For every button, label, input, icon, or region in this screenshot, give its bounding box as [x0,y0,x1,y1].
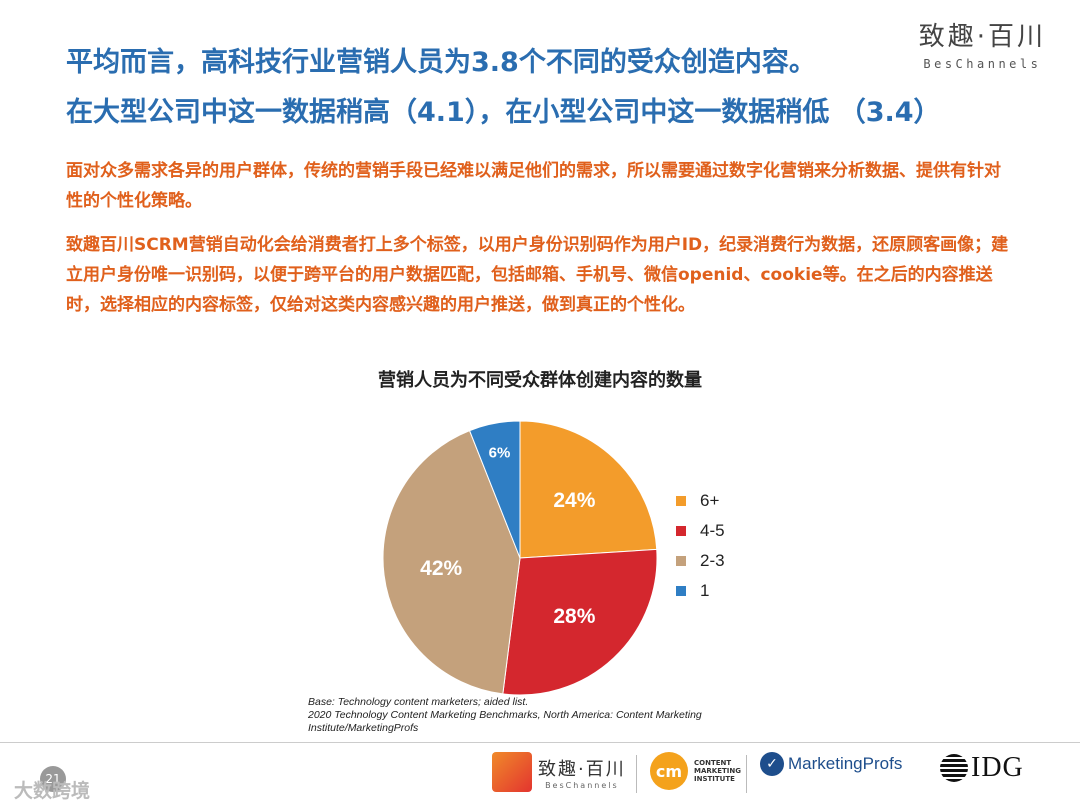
legend-swatch [676,526,686,536]
title-line-1: 平均而言，高科技行业营销人员为3.8个不同的受众创造内容。 [66,47,816,78]
cmi-mark-icon: cm [650,752,688,790]
source-line-1: Base: Technology content marketers; aide… [308,696,529,708]
pie-chart: 24% 28% 42% 6% [382,420,658,696]
title-line-2: 在大型公司中这一数据稍高（4.1），在小型公司中这一数据稍低 （3.4） [66,97,941,128]
beschannels-logo: 致趣·百川 BesChannels [492,752,626,792]
cmi-text-1: CONTENT [694,759,732,767]
paragraph-2: 致趣百川SCRM营销自动化会给消费者打上多个标签，以用户身份识别码作为用户ID，… [66,235,1009,315]
pie-label-6+: 24% [553,489,595,512]
cmi-text-3: INSTITUTE [694,775,735,783]
brand-logo-en: BesChannels [923,57,1042,71]
marketingprofs-logo: ✓ MarketingProfs [760,752,902,776]
page-number: 21 [40,766,66,792]
legend-item-6+: 6+ [676,486,725,516]
footer-separator [746,755,747,793]
marketingprofs-mark-icon: ✓ [760,752,784,776]
pie-label-2-3: 42% [420,557,462,580]
pie-label-1: 6% [489,444,511,461]
legend-swatch [676,586,686,596]
footer-logo-en: BesChannels [545,780,619,790]
idg-globe-icon [940,754,968,782]
idg-text: IDG [971,752,1024,783]
brand-logo-top: 致趣·百川 BesChannels [919,16,1046,71]
legend-label: 1 [700,581,710,600]
source-line-3: Institute/MarketingProfs [308,722,419,734]
corner-watermark: 大数跨境 [14,780,91,802]
pie-slice-4-5 [502,548,658,696]
chart-legend: 6+ 4-5 2-3 1 [676,486,725,606]
legend-swatch [676,496,686,506]
legend-swatch [676,556,686,566]
pie-slice-1 [468,420,521,559]
cmi-logo: cm CONTENT MARKETING INSTITUTE [650,752,741,790]
footer-separator [636,755,637,793]
footer-divider [0,742,1080,743]
legend-item-2-3: 2-3 [676,546,725,576]
legend-label: 2-3 [700,551,725,570]
legend-item-4-5: 4-5 [676,516,725,546]
legend-item-1: 1 [676,576,725,606]
legend-label: 4-5 [700,521,725,540]
source-note: Base: Technology content marketers; aide… [308,696,702,735]
footer-logo-cn: 致趣·百川 [538,758,626,780]
idg-logo: IDG [940,752,1024,784]
pie-slice-2-3 [382,429,521,695]
legend-label: 6+ [700,491,720,510]
marketingprofs-text: MarketingProfs [788,754,903,773]
paragraph-1: 面对众多需求各异的用户群体，传统的营销手段已经难以满足他们的需求，所以需要通过数… [66,161,1001,211]
cmi-text-2: MARKETING [694,767,741,775]
page-title: 平均而言，高科技行业营销人员为3.8个不同的受众创造内容。 在大型公司中这一数据… [66,38,966,138]
pie-label-4-5: 28% [553,605,595,628]
source-line-2: 2020 Technology Content Marketing Benchm… [308,709,702,721]
chart-title: 营销人员为不同受众群体创建内容的数量 [378,370,702,391]
brand-logo-cn: 致趣·百川 [918,22,1046,52]
beschannels-mark-icon [492,752,532,792]
pie-slice-6+ [519,420,658,559]
